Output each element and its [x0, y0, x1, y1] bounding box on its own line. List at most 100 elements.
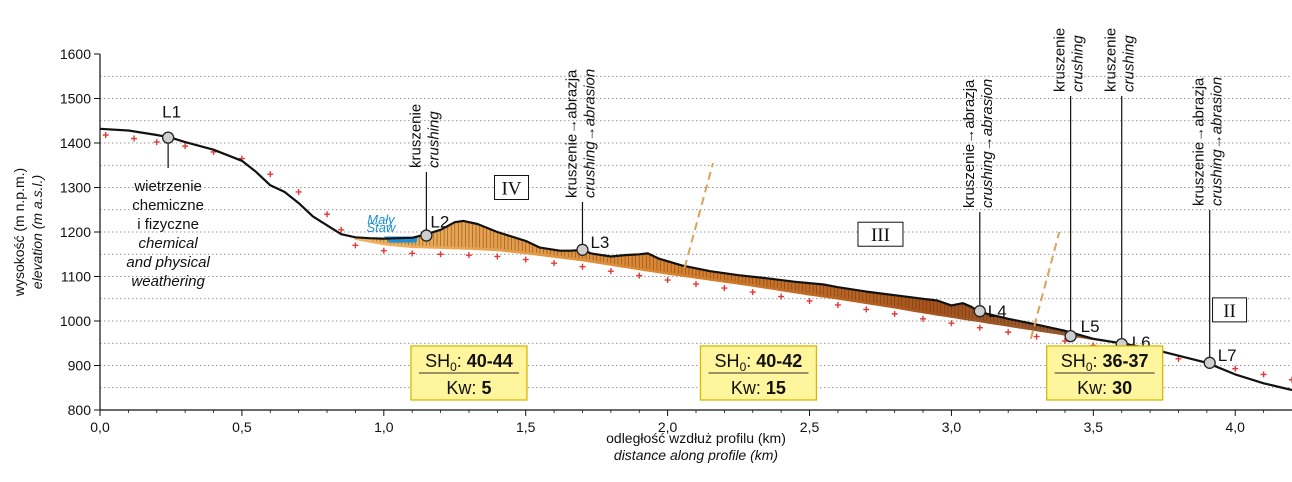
pre-glacial-cross [1232, 365, 1239, 372]
pre-glacial-cross [863, 306, 870, 313]
L1-annotation-line: i fizyczne [137, 216, 199, 233]
L3-annotation-en: crushing→abrasion [581, 69, 598, 198]
L4-annotation-en: crushing→abrasion [979, 79, 996, 208]
y-tick-label: 1400 [60, 135, 91, 151]
info-box: SH0: 40-42 Kw: 15 [699, 345, 818, 401]
kw-text: Kw: 5 [446, 378, 491, 398]
pre-glacial-cross [636, 272, 643, 279]
pre-glacial-cross [664, 277, 671, 284]
y-axis-label: wysokość (m n.p.m.) [11, 168, 27, 297]
zone-box [494, 175, 530, 200]
L1-annotation-line: wietrzenie [133, 178, 202, 195]
location-label: L1 [162, 103, 181, 122]
x-tick-label: 2,5 [800, 419, 820, 435]
x-tick-label: 0,5 [232, 419, 252, 435]
L7-annotation-en: crushing→abrasion [1209, 77, 1226, 206]
process-annotations: wietrzenie chemiczne i fizyczne chemical and… [126, 28, 1226, 357]
location-label: L2 [430, 213, 449, 232]
location-marker [1064, 329, 1077, 343]
pre-glacial-cross [324, 211, 331, 218]
pre-glacial-cross [182, 143, 189, 150]
axes: 800 900 1000 1100 1200 1300 1400 1500 1600 0,0 0,5… [11, 46, 1292, 463]
x-tick-label: 1,5 [516, 419, 536, 435]
pre-glacial-cross [437, 251, 444, 258]
pre-glacial-cross [976, 324, 983, 331]
pre-glacial-cross [295, 188, 302, 195]
pre-glacial-cross [409, 250, 416, 257]
pre-glacial-crosses [102, 131, 1292, 383]
pre-glacial-cross [131, 135, 138, 142]
y-tick-label: 800 [68, 402, 92, 418]
x-tick-label: 4,0 [1226, 419, 1246, 435]
pre-glacial-cross [102, 131, 109, 138]
location-marker [161, 131, 175, 144]
y-tick-label: 1600 [60, 46, 91, 62]
info-box: SH0: 36-37 Kw: 30 [1046, 345, 1164, 401]
L7-annotation-pl: kruszenie→abrazja [1191, 77, 1208, 206]
pre-glacial-cross [153, 139, 160, 146]
L2-annotation-en: crushing [425, 111, 442, 168]
L5-annotation-pl: kruszenie [1052, 28, 1069, 92]
L1-annotation-line: weathering [131, 273, 205, 290]
pre-glacial-cross [522, 256, 529, 263]
pre-glacial-cross [1260, 371, 1267, 378]
zone-boundary [1029, 231, 1061, 340]
pre-glacial-cross [579, 263, 586, 270]
zone-label: II [1223, 301, 1236, 322]
x-tick-label: 3,0 [942, 419, 962, 435]
x-axis-label-en: distance along profile (km) [614, 447, 778, 463]
pre-glacial-cross [338, 226, 345, 233]
location-label: L7 [1218, 346, 1237, 365]
pre-glacial-cross [465, 252, 472, 259]
sh-text: SH0: 40-42 [715, 351, 803, 374]
pre-glacial-cross [806, 297, 813, 304]
x-tick-label: 2,0 [658, 419, 678, 435]
location-label: L4 [988, 302, 1007, 321]
pre-glacial-cross [1289, 376, 1292, 383]
L6-annotation-en: crushing [1121, 35, 1138, 92]
x-tick-label: 1,0 [374, 419, 394, 435]
sh-text: SH0: 40-44 [425, 351, 513, 374]
L4-annotation-pl: kruszenie→abrazja [961, 79, 978, 208]
zone-label: IV [501, 179, 521, 200]
x-axis-label: odległość wzdłuż profilu (km) [606, 430, 786, 446]
pre-glacial-cross [494, 253, 501, 260]
pre-glacial-cross [920, 315, 927, 322]
pre-glacial-cross [721, 285, 728, 292]
y-tick-label: 1300 [60, 180, 91, 196]
y-tick-label: 1200 [60, 224, 91, 240]
pre-glacial-cross [380, 247, 387, 254]
zone-box [1212, 297, 1248, 323]
location-label: L5 [1081, 317, 1100, 336]
pre-glacial-cross [891, 310, 898, 317]
pre-glacial-cross [693, 281, 699, 288]
kw-text: Kw: 15 [731, 378, 786, 398]
sh-text: SH0: 36-37 [1061, 351, 1149, 374]
pre-glacial-cross [352, 242, 359, 249]
pre-glacial-cross [778, 293, 785, 300]
info-boxes: SH0: 40-44 Kw: 5 SH0: 40-42 Kw: 15 SH0: 36-3… [410, 345, 1164, 401]
pre-glacial-cross [1005, 329, 1012, 336]
location-marker [1203, 356, 1216, 369]
lake-name-1: Mały [367, 212, 396, 227]
zone-boundaries [683, 162, 1061, 340]
sediment-fill [341, 220, 1292, 390]
pre-glacial-cross [1033, 333, 1040, 340]
location-marker [576, 243, 589, 256]
pre-glacial-cross [834, 301, 841, 308]
material-fill [341, 220, 1292, 390]
L1-annotation-line: chemical [139, 235, 199, 252]
L1-annotation-line: and physical [126, 254, 210, 271]
zone-boundary [683, 162, 714, 268]
y-tick-label: 1500 [60, 91, 91, 107]
L6-annotation-pl: kruszenie [1103, 28, 1120, 92]
lake-name-2: Staw [367, 220, 398, 235]
location-marker [420, 229, 433, 242]
info-box: SH0: 40-44 Kw: 5 [410, 345, 528, 401]
pre-glacial-cross [551, 260, 558, 267]
location-marker [973, 305, 986, 318]
location-label: L3 [590, 233, 609, 252]
